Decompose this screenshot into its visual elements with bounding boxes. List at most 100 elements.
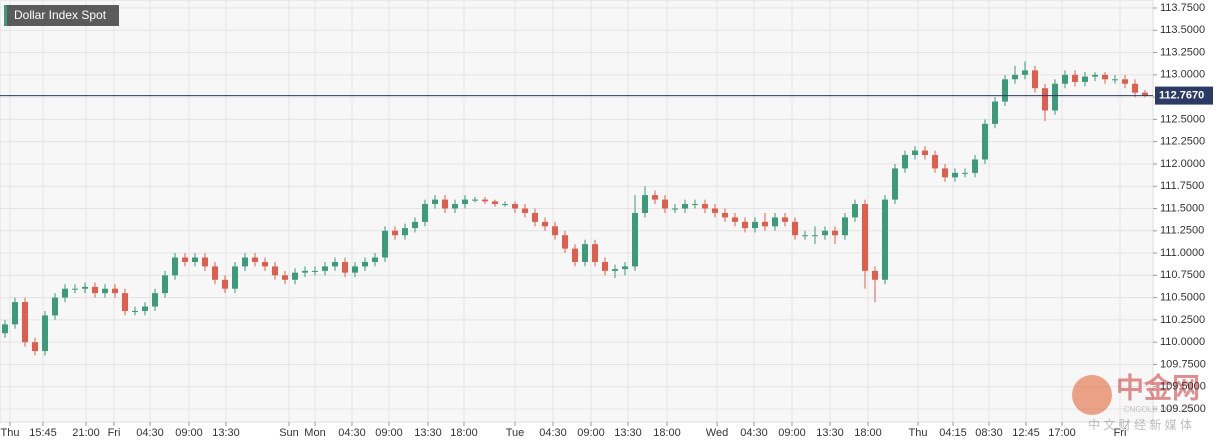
candle-body xyxy=(952,172,958,178)
candle-body xyxy=(392,230,398,236)
candle-body xyxy=(872,270,878,280)
candle-body xyxy=(562,235,568,249)
y-tick-label: 112.0000 xyxy=(1160,158,1205,170)
candle-body xyxy=(642,195,648,213)
candle-body xyxy=(162,275,168,294)
candle-body xyxy=(702,204,708,209)
candle-body xyxy=(1012,74,1018,80)
x-tick-label: 21:00 xyxy=(72,427,100,439)
title-box xyxy=(4,5,119,26)
candle-body xyxy=(722,212,728,218)
x-tick-label: Wed xyxy=(706,427,728,439)
candle-body xyxy=(682,204,688,209)
x-tick-label: Sun xyxy=(279,427,299,439)
candle-body xyxy=(632,212,638,267)
candle-body xyxy=(232,266,238,289)
candle-body xyxy=(842,217,848,236)
candle-body xyxy=(152,293,158,307)
candle-body xyxy=(752,221,758,229)
candle-body xyxy=(252,257,258,262)
candle-body xyxy=(962,172,968,174)
candle-body xyxy=(502,204,508,206)
title-accent xyxy=(4,5,7,26)
candle-body xyxy=(652,195,658,200)
plot-area xyxy=(0,0,1154,423)
x-tick-label: 18:00 xyxy=(653,427,681,439)
candle-body xyxy=(1002,79,1008,102)
watermark: 中金网 CNGOLD.ORG.CN 中 文 财 经 新 媒 体 xyxy=(1072,371,1200,432)
x-tick-label: 09:00 xyxy=(778,427,806,439)
candle-body xyxy=(422,204,428,222)
x-tick-label: 17:00 xyxy=(1048,427,1076,439)
candle-body xyxy=(192,257,198,262)
x-tick-label: 13:30 xyxy=(414,427,442,439)
candle-body xyxy=(362,261,368,267)
candle-body xyxy=(222,279,228,289)
x-tick-label: Mon xyxy=(304,427,325,439)
y-tick-label: 112.2500 xyxy=(1160,136,1205,148)
candle-body xyxy=(202,257,208,267)
candle-body xyxy=(932,155,938,169)
candle-body xyxy=(482,199,488,202)
candle-body xyxy=(692,204,698,206)
candle-body xyxy=(942,168,948,178)
candle-body xyxy=(262,261,268,267)
candle-body xyxy=(442,199,448,209)
candle-body xyxy=(862,204,868,271)
y-tick-label: 111.7500 xyxy=(1160,180,1204,192)
y-tick-label: 113.5000 xyxy=(1160,24,1205,36)
candle-body xyxy=(582,244,588,262)
y-tick-label: 110.7500 xyxy=(1160,269,1205,281)
candle-body xyxy=(12,302,18,325)
x-tick-label: 18:00 xyxy=(450,427,478,439)
candle-body xyxy=(132,310,138,312)
candle-body xyxy=(62,288,68,298)
candle-body xyxy=(1122,79,1128,84)
y-tick-label: 111.2500 xyxy=(1160,225,1204,237)
candle-body xyxy=(182,257,188,262)
candle-body xyxy=(292,272,298,280)
y-tick-label: 111.0000 xyxy=(1160,247,1204,259)
candle-body xyxy=(212,266,218,280)
grid xyxy=(0,0,1153,422)
candle-body xyxy=(832,230,838,236)
candle-body xyxy=(1062,74,1068,84)
x-tick-label: 04:30 xyxy=(338,427,366,439)
x-tick-label: 13:30 xyxy=(212,427,240,439)
candle-body xyxy=(1132,83,1138,93)
candle-body xyxy=(602,261,608,271)
candle-body xyxy=(282,275,288,280)
candle-body xyxy=(102,288,108,294)
candle-body xyxy=(822,230,828,236)
y-tick-label: 110.0000 xyxy=(1160,336,1205,348)
candle-body xyxy=(812,235,818,237)
candle-body xyxy=(622,266,628,270)
candle-body xyxy=(52,297,58,316)
candle-body xyxy=(742,221,748,229)
y-tick-label: 109.5000 xyxy=(1160,381,1206,393)
y-tick-label: 113.0000 xyxy=(1160,69,1205,81)
x-tick-label: Thu xyxy=(1,427,20,439)
x-tick-label: 09:00 xyxy=(375,427,403,439)
candle-body xyxy=(1032,70,1038,89)
y-tick-label: 110.5000 xyxy=(1160,292,1205,304)
candle-body xyxy=(732,217,738,222)
candle-body xyxy=(82,286,88,289)
candle-body xyxy=(922,150,928,156)
x-tick-label: 09:00 xyxy=(175,427,203,439)
candle-body xyxy=(542,221,548,227)
x-tick-label: 13:30 xyxy=(816,427,844,439)
candle-body xyxy=(1052,83,1058,111)
candle-body xyxy=(892,168,898,200)
y-tick-label: 111.5000 xyxy=(1160,202,1204,214)
watermark-icon xyxy=(1072,375,1112,415)
candle-body xyxy=(72,288,78,290)
candle-body xyxy=(992,101,998,124)
candle-body xyxy=(672,208,678,210)
candle-body xyxy=(802,235,808,237)
candle-body xyxy=(1042,88,1048,111)
candle-body xyxy=(402,228,408,236)
last-price-box xyxy=(1155,86,1213,105)
candle-body xyxy=(772,217,778,227)
